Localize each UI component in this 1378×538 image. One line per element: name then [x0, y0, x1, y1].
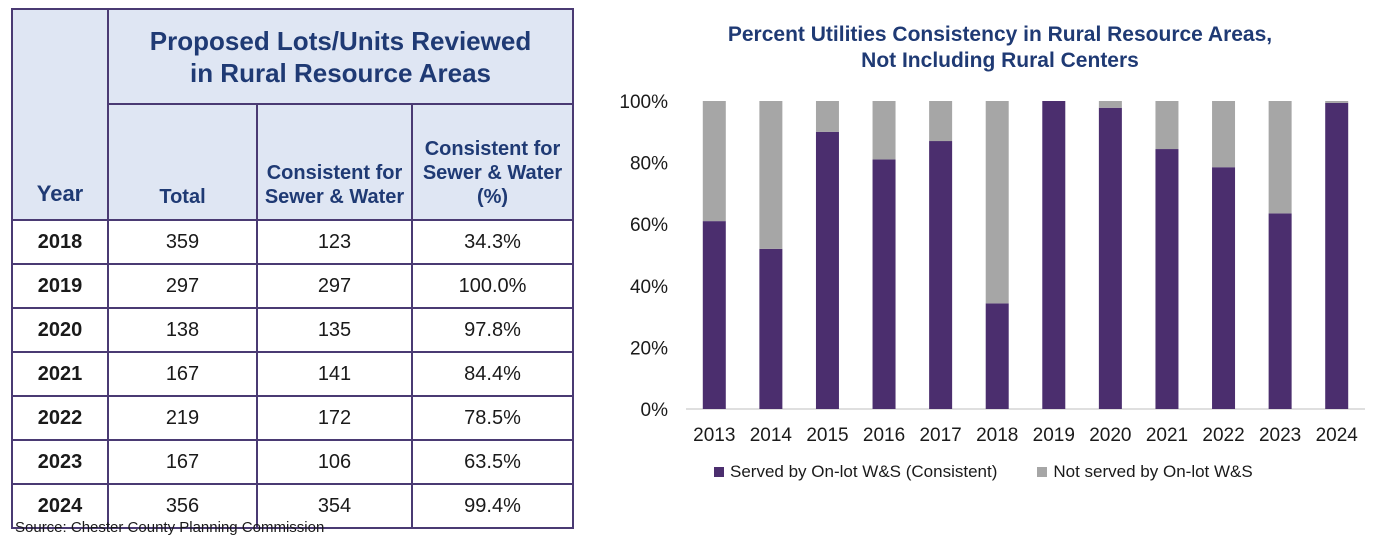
bar-2024-not-served: [1325, 101, 1349, 103]
bar-2016-not-served: [872, 101, 896, 160]
legend-item: Not served by On-lot W&S: [1037, 462, 1253, 482]
bar-2023-served: [1268, 213, 1292, 409]
year-cell: 2020: [11, 307, 109, 353]
year-cell: 2024: [11, 483, 109, 529]
pct-cell: 78.5%: [411, 395, 574, 441]
legend-swatch: [714, 467, 724, 477]
bar-2019-served: [1042, 101, 1066, 409]
bar-2015-served: [815, 131, 839, 410]
bar-2017-served: [929, 141, 953, 409]
x-tick-label: 2023: [1259, 425, 1301, 446]
bar-2020-not-served: [1098, 101, 1122, 108]
total-cell: 167: [107, 351, 258, 397]
x-tick-label: 2024: [1316, 425, 1359, 446]
pct-cell: 63.5%: [411, 439, 574, 485]
stacked-bar-chart: 0% 20% 40% 60% 80% 100% 2013 2014 2015 2016 2017 20…: [619, 92, 1365, 446]
y-tick-label: 40%: [630, 277, 668, 298]
year-cell: 2022: [11, 395, 109, 441]
consistent-cell: 354: [256, 483, 413, 529]
x-tick-label: 2015: [806, 425, 848, 446]
pct-cell: 99.4%: [411, 483, 574, 529]
pct-cell: 84.4%: [411, 351, 574, 397]
bar-2022-served: [1212, 167, 1236, 409]
total-cell: 219: [107, 395, 258, 441]
table-row: 2024 356 354 99.4%: [11, 483, 574, 529]
table-row: 2023 167 106 63.5%: [11, 439, 574, 485]
bar-2013-served: [702, 221, 726, 409]
bar-2018-served: [985, 303, 1009, 409]
legend-label: Served by On-lot W&S (Consistent): [730, 462, 998, 481]
legend-label: Not served by On-lot W&S: [1053, 462, 1253, 481]
bar-2020-served: [1098, 107, 1122, 409]
bar-2021-served: [1155, 149, 1179, 409]
year-cell: 2023: [11, 439, 109, 485]
y-tick-label: 60%: [630, 215, 668, 236]
x-tick-label: 2017: [919, 425, 961, 446]
y-tick-label: 80%: [630, 154, 668, 175]
y-tick-label: 20%: [630, 338, 668, 359]
x-tick-label: 2014: [750, 425, 793, 446]
bar-2023-not-served: [1268, 101, 1292, 214]
bar-2013-not-served: [702, 101, 726, 222]
table-row: 2021 167 141 84.4%: [11, 351, 574, 397]
bar-2017-not-served: [929, 101, 953, 142]
x-tick-label: 2019: [1033, 425, 1075, 446]
legend-swatch: [1037, 467, 1048, 477]
consistent-cell: 141: [256, 351, 413, 397]
total-cell: 138: [107, 307, 258, 353]
chart-title: Percent Utilities Consistency in Rural R…: [727, 23, 1273, 72]
x-tick-label: 2022: [1202, 425, 1244, 446]
source-note: Source: Chester County Planning Commissi…: [15, 519, 325, 536]
bar-2024-served: [1325, 102, 1349, 410]
consistent-cell: 172: [256, 395, 413, 441]
table-title: Proposed Lots/Units Reviewed in Rural Res…: [107, 8, 574, 105]
bar-2014-not-served: [759, 101, 783, 249]
year-cell: 2019: [11, 263, 109, 309]
bar-2018-not-served: [985, 101, 1009, 304]
consistent-cell: 106: [256, 439, 413, 485]
pct-cell: 34.3%: [411, 219, 574, 265]
consistent-cell: 123: [256, 219, 413, 265]
bar-2022-not-served: [1212, 101, 1236, 168]
x-tick-label: 2013: [693, 425, 735, 446]
table-row: 2019 297 297 100.0%: [11, 263, 574, 309]
total-cell: 359: [107, 219, 258, 265]
x-tick-label: 2016: [863, 425, 905, 446]
table-row: 2020 138 135 97.8%: [11, 307, 574, 353]
bar-2014-served: [759, 248, 783, 409]
year-header: Year: [11, 8, 109, 221]
legend-item: Served by On-lot W&S (Consistent): [714, 462, 997, 482]
consistent-cell: 297: [256, 263, 413, 309]
year-cell: 2018: [11, 219, 109, 265]
x-tick-label: 2021: [1146, 425, 1188, 446]
table-row: 2022 219 172 78.5%: [11, 395, 574, 441]
total-header: Total: [107, 103, 258, 221]
y-tick-label: 0%: [641, 400, 669, 421]
consistent-header: Consistent for Sewer & Water: [256, 103, 413, 221]
total-cell: 297: [107, 263, 258, 309]
total-cell: 167: [107, 439, 258, 485]
y-tick-label: 100%: [619, 92, 668, 113]
bar-2015-not-served: [815, 101, 839, 132]
consistent-pct-header: Consistent for Sewer & Water (%): [411, 103, 574, 221]
consistent-cell: 135: [256, 307, 413, 353]
chart-legend: Served by On-lot W&S (Consistent) Not ser…: [714, 462, 1293, 482]
lots-table: Year Proposed Lots/Units Reviewed in Rura…: [11, 8, 574, 529]
year-cell: 2021: [11, 351, 109, 397]
bar-2016-served: [872, 159, 896, 409]
bar-2021-not-served: [1155, 101, 1179, 150]
total-cell: 356: [107, 483, 258, 529]
pct-cell: 100.0%: [411, 263, 574, 309]
x-tick-label: 2018: [976, 425, 1018, 446]
x-tick-label: 2020: [1089, 425, 1131, 446]
table-row: 2018 359 123 34.3%: [11, 219, 574, 265]
pct-cell: 97.8%: [411, 307, 574, 353]
